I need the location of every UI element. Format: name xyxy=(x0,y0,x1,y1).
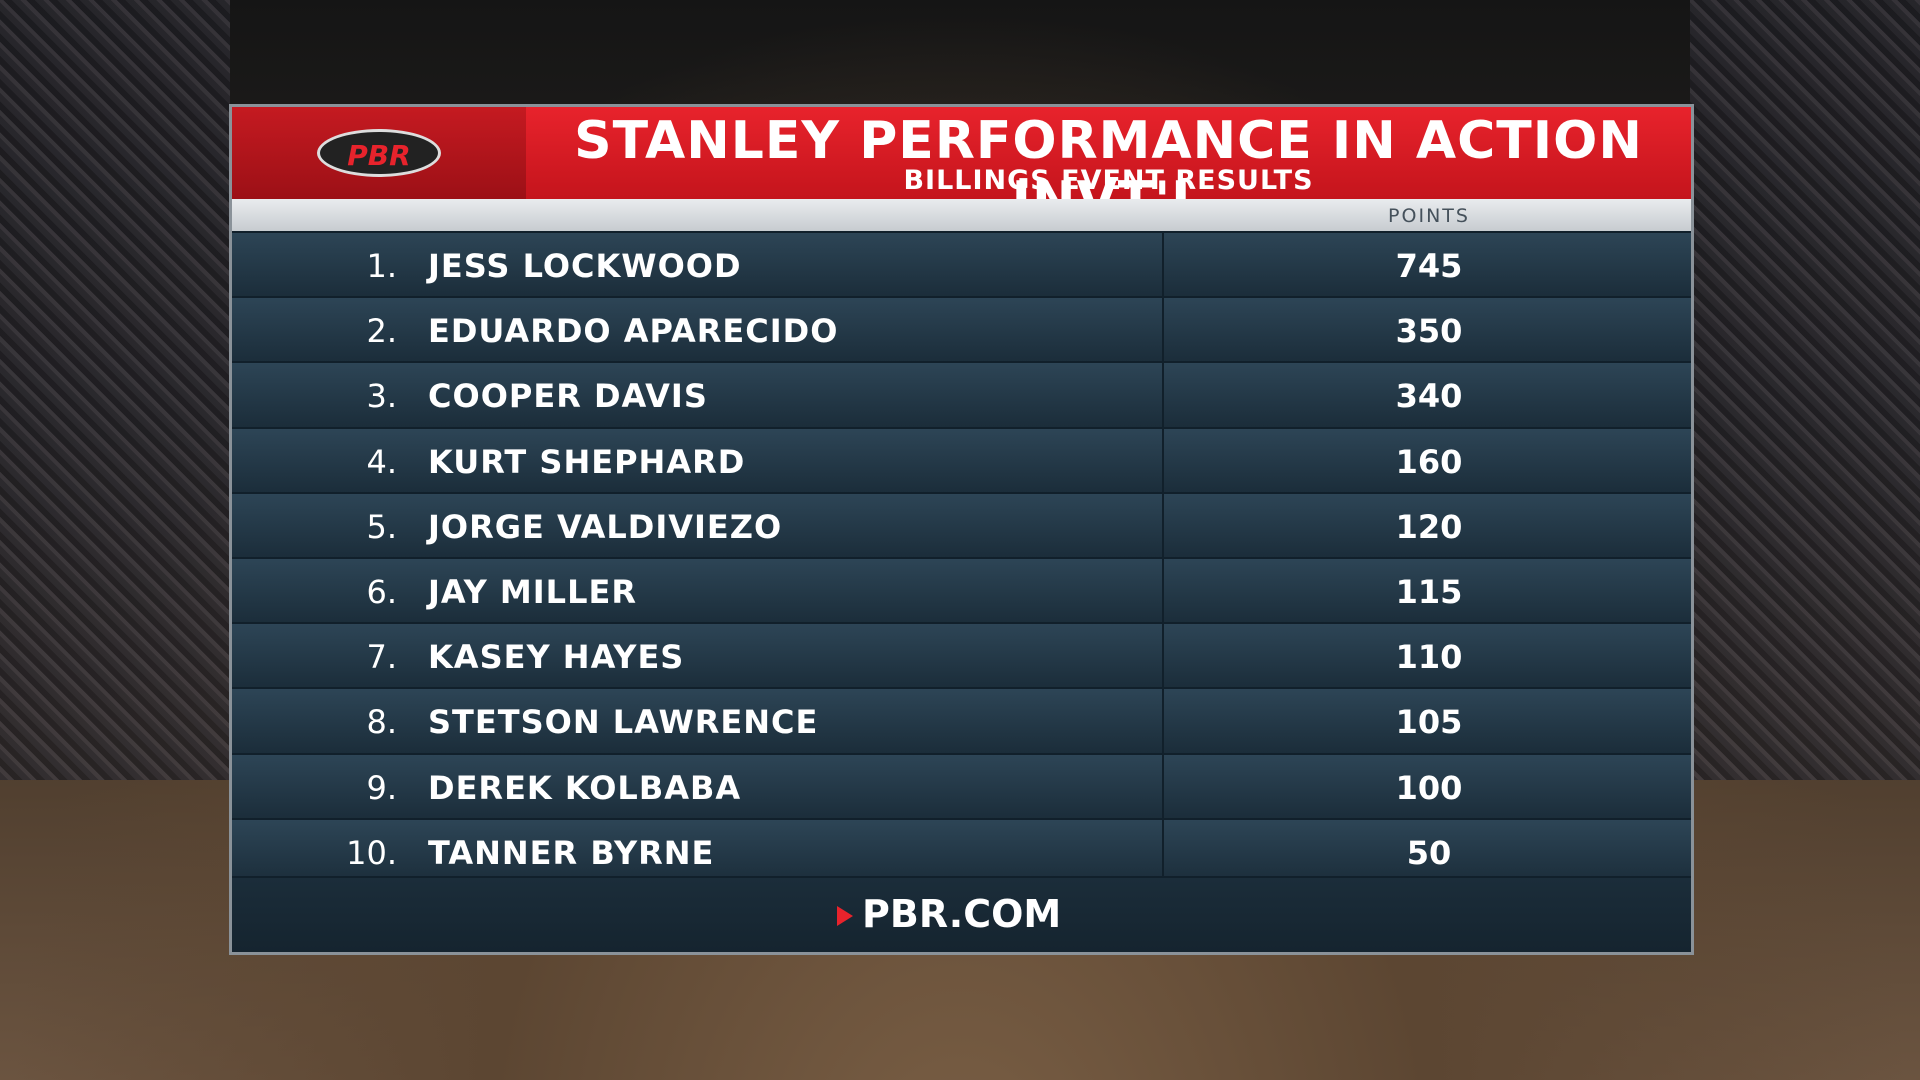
points: 745 xyxy=(1395,247,1463,285)
rider-name: JESS LOCKWOOD xyxy=(428,247,742,285)
rider-name: COOPER DAVIS xyxy=(428,377,708,416)
table-row: 7. KASEY HAYES 110 xyxy=(232,622,1691,689)
table-row: 3. COOPER DAVIS 340 xyxy=(232,361,1691,428)
crowd-left xyxy=(0,0,230,780)
rank: 10. xyxy=(346,833,397,872)
table-row: 10. TANNER BYRNE 50 xyxy=(232,817,1691,884)
points: 350 xyxy=(1395,312,1463,351)
footer: PBR.COM xyxy=(232,876,1691,952)
table-row: 5. JORGE VALDIVIEZO 120 xyxy=(232,491,1691,558)
rider-name: JAY MILLER xyxy=(428,573,637,611)
rank: 1. xyxy=(366,247,397,285)
arrow-icon xyxy=(837,906,853,926)
points: 160 xyxy=(1395,442,1463,481)
points: 115 xyxy=(1395,573,1463,611)
table-row: 9. DEREK KOLBABA 100 xyxy=(232,752,1691,819)
results-panel: PBR STANLEY PERFORMANCE IN ACTION INVT'L… xyxy=(229,104,1694,955)
rider-name: STETSON LAWRENCE xyxy=(428,703,819,742)
rank: 3. xyxy=(366,377,397,416)
rider-name: JORGE VALDIVIEZO xyxy=(428,507,783,546)
rank: 4. xyxy=(366,442,397,481)
column-header: POINTS xyxy=(1388,205,1470,227)
table-row: 1. JESS LOCKWOOD 745 xyxy=(232,231,1691,297)
table-row: 8. STETSON LAWRENCE 105 xyxy=(232,687,1691,754)
rider-name: KASEY HAYES xyxy=(428,638,685,677)
column-header-bar: POINTS xyxy=(232,199,1691,231)
rank: 5. xyxy=(366,507,397,546)
points: 110 xyxy=(1395,638,1463,677)
rider-name: KURT SHEPHARD xyxy=(428,442,746,481)
logo: PBR xyxy=(317,129,441,177)
logo-box: PBR xyxy=(232,107,526,199)
footer-site: PBR.COM xyxy=(862,892,1062,936)
points: 105 xyxy=(1395,703,1463,742)
crowd-right xyxy=(1690,0,1920,780)
header-band: PBR STANLEY PERFORMANCE IN ACTION INVT'L… xyxy=(232,107,1691,231)
rank: 8. xyxy=(366,703,397,742)
rank: 2. xyxy=(366,312,397,351)
column-divider xyxy=(1162,231,1164,883)
rider-name: TANNER BYRNE xyxy=(428,833,715,872)
points: 50 xyxy=(1406,833,1452,872)
points: 340 xyxy=(1395,377,1463,416)
rank: 6. xyxy=(366,573,397,611)
rider-name: DEREK KOLBABA xyxy=(428,768,742,807)
table-row: 2. EDUARDO APARECIDO 350 xyxy=(232,296,1691,363)
rider-name: EDUARDO APARECIDO xyxy=(428,312,839,351)
subtitle: BILLINGS EVENT RESULTS xyxy=(903,165,1314,196)
table-row: 4. KURT SHEPHARD 160 xyxy=(232,426,1691,493)
rank: 7. xyxy=(366,638,397,677)
points: 100 xyxy=(1395,768,1463,807)
rank: 9. xyxy=(366,768,397,807)
points: 120 xyxy=(1395,507,1463,546)
table-row: 6. JAY MILLER 115 xyxy=(232,557,1691,623)
